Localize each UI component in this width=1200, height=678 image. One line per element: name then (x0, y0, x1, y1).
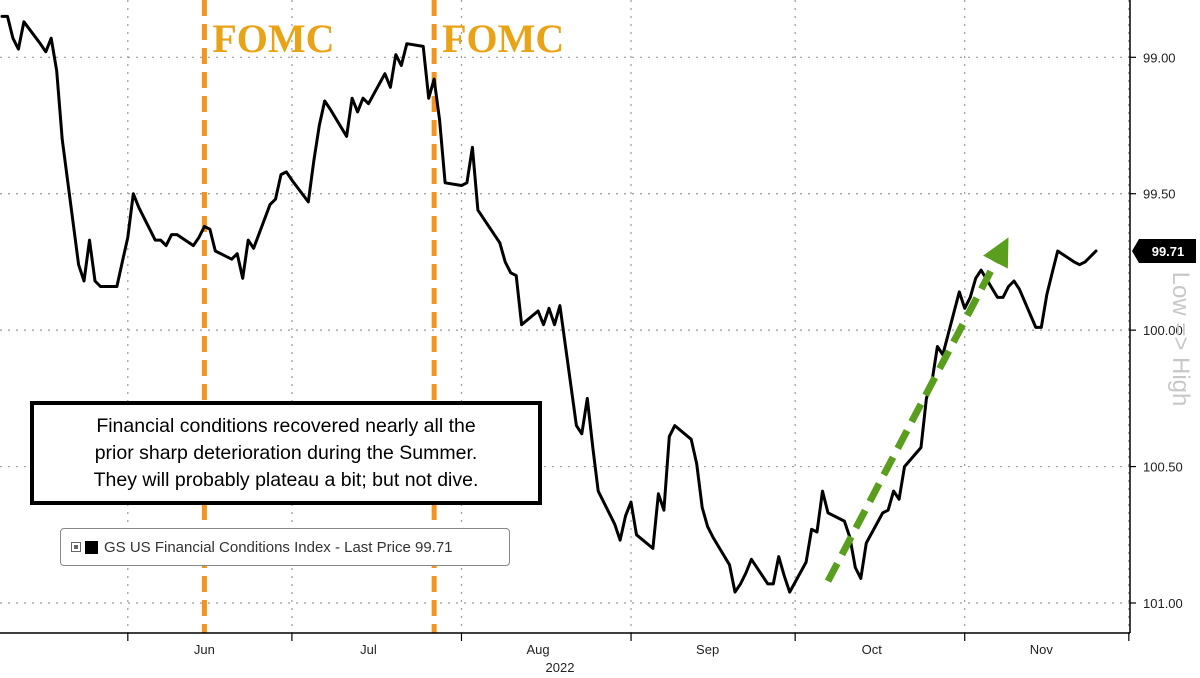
legend-series-name: GS US Financial Conditions Index - Last … (104, 538, 453, 556)
annotation-line-3: They will probably plateau a bit; but no… (93, 468, 479, 491)
last-price-tag-label: 99.71 (1152, 244, 1185, 259)
axes (0, 0, 1131, 634)
y-ticks: 99.00 99.50 100.00 100.50 101.00 (1130, 50, 1183, 611)
annotation-line-2: prior sharp deterioration during the Sum… (94, 441, 478, 464)
y-tick-label-3: 100.50 (1143, 460, 1183, 475)
trend-arrow (824, 237, 1009, 583)
fomc-markers: FOMC FOMC (201, 0, 564, 633)
trend-arrow-shaft (824, 260, 999, 583)
x-tick-label-jul: Jul (360, 642, 377, 657)
right-axis-label: Low => High (1167, 271, 1194, 407)
fomc-label-1: FOMC (442, 16, 564, 61)
grid (0, 0, 1130, 633)
y-tick-label-4: 101.00 (1143, 596, 1183, 611)
year-label: 2022 (546, 660, 575, 675)
legend-swatch (85, 540, 98, 554)
x-ticks: Jun Jul Aug Sep Oct Nov (127, 633, 1130, 657)
x-tick-label-oct: Oct (862, 642, 883, 657)
x-tick-label-aug: Aug (526, 642, 549, 657)
last-price-tag: 99.71 (1132, 239, 1196, 264)
annotation-box: Financial conditions recovered nearly al… (30, 401, 542, 505)
y-tick-label-0: 99.00 (1143, 50, 1176, 65)
legend[interactable]: GS US Financial Conditions Index - Last … (60, 528, 510, 566)
fomc-label-0: FOMC (212, 16, 334, 61)
annotation-line-1: Financial conditions recovered nearly al… (96, 414, 476, 437)
last-price-tag-bg (1132, 239, 1196, 264)
legend-toggle-icon[interactable] (71, 542, 81, 552)
x-tick-label-jun: Jun (194, 642, 215, 657)
x-tick-label-nov: Nov (1030, 642, 1054, 657)
series-line-0 (0, 14, 1098, 594)
y-tick-label-1: 99.50 (1143, 187, 1176, 202)
trend-arrow-head (983, 237, 1009, 269)
series-gs-fci (0, 14, 1098, 594)
y-tick-label-2: 100.00 (1143, 323, 1183, 338)
x-tick-label-sep: Sep (696, 642, 719, 657)
